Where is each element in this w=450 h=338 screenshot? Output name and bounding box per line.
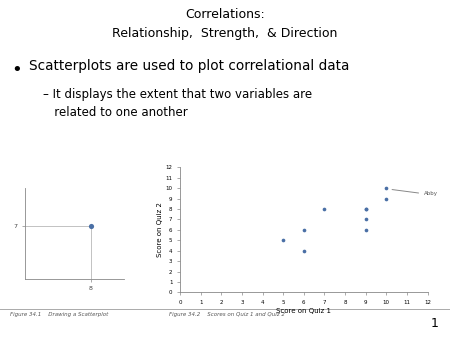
Point bbox=[382, 196, 390, 201]
Point bbox=[362, 206, 369, 212]
Point bbox=[382, 186, 390, 191]
Point bbox=[321, 206, 328, 212]
Text: •: • bbox=[11, 61, 22, 79]
X-axis label: Score on Quiz 1: Score on Quiz 1 bbox=[276, 308, 331, 314]
Text: Scatterplots are used to plot correlational data: Scatterplots are used to plot correlatio… bbox=[29, 59, 350, 73]
Text: 1: 1 bbox=[431, 317, 439, 330]
Point bbox=[279, 238, 287, 243]
Point bbox=[87, 223, 94, 228]
Point bbox=[300, 227, 307, 233]
Text: Correlations:: Correlations: bbox=[185, 8, 265, 21]
Text: Figure 34.1    Drawing a Scatterplot: Figure 34.1 Drawing a Scatterplot bbox=[10, 312, 108, 317]
Point bbox=[362, 227, 369, 233]
Text: Figure 34.2    Scores on Quiz 1 and Quiz 2: Figure 34.2 Scores on Quiz 1 and Quiz 2 bbox=[169, 312, 284, 317]
Point bbox=[362, 217, 369, 222]
Point bbox=[362, 206, 369, 212]
Text: related to one another: related to one another bbox=[43, 106, 188, 119]
Point bbox=[300, 248, 307, 254]
Text: Relationship,  Strength,  & Direction: Relationship, Strength, & Direction bbox=[112, 27, 338, 40]
Text: – It displays the extent that two variables are: – It displays the extent that two variab… bbox=[43, 88, 312, 101]
Y-axis label: Score on Quiz 2: Score on Quiz 2 bbox=[157, 202, 162, 257]
Text: Abby: Abby bbox=[424, 191, 438, 196]
